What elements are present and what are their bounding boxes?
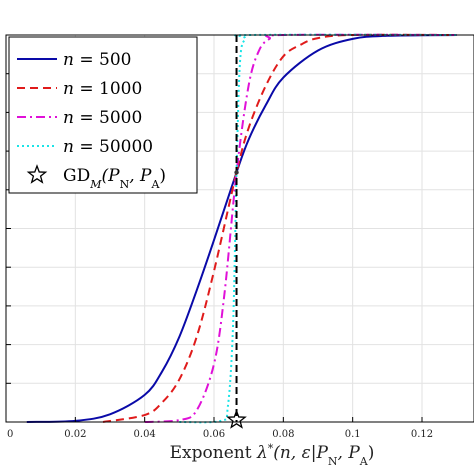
legend-gd-args: (P bbox=[101, 166, 120, 186]
x-tick-label-1: 0.02 bbox=[64, 429, 86, 440]
xlabel-comma: , P bbox=[338, 443, 361, 463]
legend-gd-sub-m: M bbox=[89, 178, 102, 191]
x-tick-label-6: 0.12 bbox=[411, 429, 433, 440]
x-tick-label-5: 0.1 bbox=[345, 429, 361, 440]
x-tick-label-2: 0.04 bbox=[134, 429, 156, 440]
gd-star-marker bbox=[226, 409, 247, 429]
x-tick-label-3: 0.06 bbox=[203, 429, 225, 440]
x-tick-label-4: 0.08 bbox=[272, 429, 294, 440]
threshold-group bbox=[226, 35, 247, 429]
x-ticks: 0 0.02 0.04 0.06 0.08 0.1 0.12 bbox=[5, 34, 433, 440]
legend-gd-comma: , P bbox=[129, 166, 152, 186]
xlabel-lambda: λ bbox=[256, 443, 268, 463]
series-line-n-1000 bbox=[102, 33, 457, 423]
legend-label-n-1000: n = 1000 bbox=[63, 79, 142, 99]
xlabel-star: * bbox=[268, 442, 274, 455]
crossing-point bbox=[234, 170, 239, 175]
xlabel-word: Exponent bbox=[170, 443, 257, 463]
xlabel-close: ) bbox=[368, 443, 375, 463]
xlabel-sub-n: N bbox=[328, 455, 338, 468]
legend-entries: n = 500 n = 1000 n = 5000 n = 50000 bbox=[17, 50, 153, 157]
x-axis-label: Exponent λ*(n, ε|PN, PA) bbox=[170, 442, 375, 468]
legend-label-n-50000: n = 50000 bbox=[63, 137, 153, 157]
legend-star-icon bbox=[26, 164, 48, 184]
legend: n = 500 n = 1000 n = 5000 n = 50000 GDM(PN,… bbox=[8, 36, 198, 194]
legend-box bbox=[8, 36, 198, 194]
legend-gd-sub-n: N bbox=[120, 178, 130, 191]
xlabel-sub-a: A bbox=[359, 455, 369, 468]
legend-gd: GD bbox=[63, 166, 90, 186]
legend-gd-close: ) bbox=[159, 166, 166, 186]
legend-label-n-500: n = 500 bbox=[63, 50, 131, 70]
series-line-n-500 bbox=[26, 34, 457, 423]
xlabel-args: (n, ε|P bbox=[273, 443, 328, 463]
legend-label-n-5000: n = 5000 bbox=[63, 108, 142, 128]
legend-gd-sub-a: A bbox=[150, 178, 160, 191]
legend-label-gd: GDM(PN, PA) bbox=[63, 166, 166, 191]
x-tick-label-0: 0 bbox=[7, 429, 13, 440]
legend-marker-entry: GDM(PN, PA) bbox=[26, 164, 166, 191]
